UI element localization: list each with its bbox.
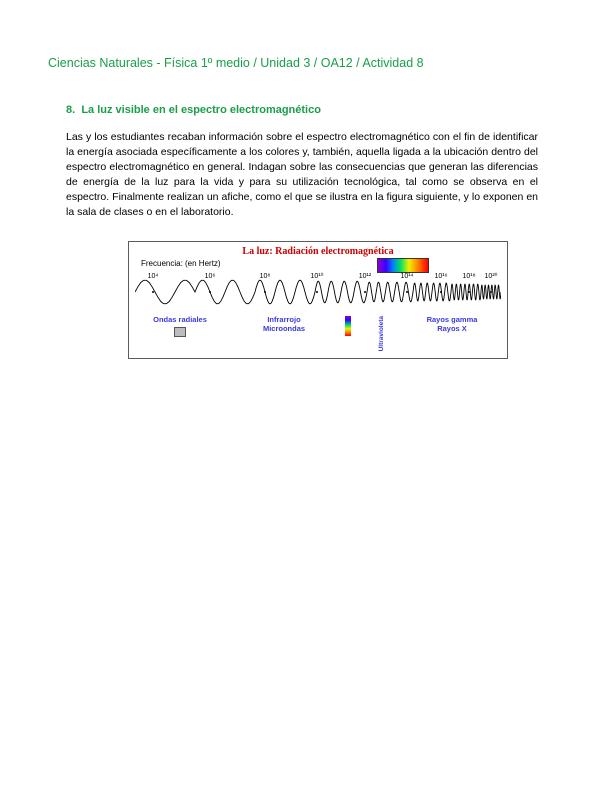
svg-text:10⁸: 10⁸ [260, 273, 271, 280]
band-labels-row: Ondas radialesInfrarrojoMicroondas Ultrav… [135, 316, 501, 351]
svg-text:10¹⁸: 10¹⁸ [462, 273, 475, 280]
frequency-label: Frecuencia: (en Hertz) [141, 259, 501, 268]
breadcrumb: Ciencias Naturales - Física 1º medio / U… [48, 56, 552, 70]
svg-text:10¹⁰: 10¹⁰ [311, 272, 324, 280]
svg-text:10⁴: 10⁴ [148, 273, 159, 280]
diagram-title: La luz: Radiación electromagnética [135, 246, 501, 257]
svg-text:10¹²: 10¹² [359, 273, 372, 280]
radio-icon [174, 327, 186, 337]
band-label [343, 316, 357, 351]
band-label: Ultravioleta [357, 316, 407, 351]
band-label: Ondas radiales [135, 316, 225, 351]
section-number: 8. [66, 104, 75, 116]
activity-paragraph: Las y los estudiantes recaban informació… [66, 130, 538, 219]
spectrum-diagram: La luz: Radiación electromagnética Frecu… [128, 241, 508, 358]
svg-text:10⁶: 10⁶ [205, 273, 216, 280]
svg-text:10¹⁶: 10¹⁶ [435, 273, 448, 280]
section-title-text: La luz visible en el espectro electromag… [81, 104, 321, 116]
band-label: Rayos gammaRayos X [407, 316, 497, 351]
svg-text:10²⁰: 10²⁰ [485, 272, 498, 280]
band-label: InfrarrojoMicroondas [225, 316, 343, 351]
section-title: 8. La luz visible en el espectro electro… [66, 104, 552, 116]
wave-plot: 10⁴ 10⁶ 10⁸ 10¹⁰ 10¹² 10¹⁴ 10¹⁶ 10¹⁸ 10²⁰ [135, 270, 501, 314]
visible-band-icon [345, 316, 351, 336]
visible-spectrum-strip [377, 258, 429, 273]
svg-text:10¹⁴: 10¹⁴ [400, 273, 413, 280]
